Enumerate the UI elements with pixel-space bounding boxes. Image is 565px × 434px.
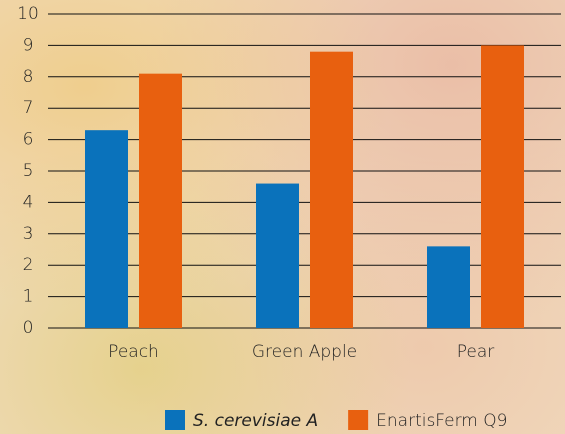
- y-tick-label: 8: [23, 67, 34, 87]
- bar: [310, 51, 353, 329]
- y-tick-label: 0: [23, 318, 34, 338]
- y-tick-label: 2: [23, 255, 34, 275]
- bar: [256, 183, 299, 328]
- legend-label: EnartisFerm Q9: [376, 411, 507, 431]
- x-tick-label: Pear: [457, 342, 495, 362]
- y-tick-label: 10: [17, 4, 39, 24]
- bar: [85, 130, 128, 328]
- y-tick-label: 4: [23, 192, 34, 212]
- x-tick-label: Peach: [108, 342, 159, 362]
- bar: [427, 246, 470, 328]
- y-tick-label: 1: [23, 287, 34, 307]
- y-tick-label: 3: [23, 224, 34, 244]
- bar: [139, 73, 182, 328]
- y-tick-label: 7: [23, 98, 34, 118]
- legend-swatch: [165, 410, 185, 430]
- x-tick-label: Green Apple: [252, 342, 357, 362]
- legend-label: S. cerevisiae A: [193, 411, 318, 431]
- y-tick-label: 9: [23, 35, 34, 55]
- y-tick-label: 5: [23, 161, 34, 181]
- legend-swatch: [348, 410, 369, 430]
- bar: [481, 45, 524, 329]
- y-tick-label: 6: [23, 130, 34, 150]
